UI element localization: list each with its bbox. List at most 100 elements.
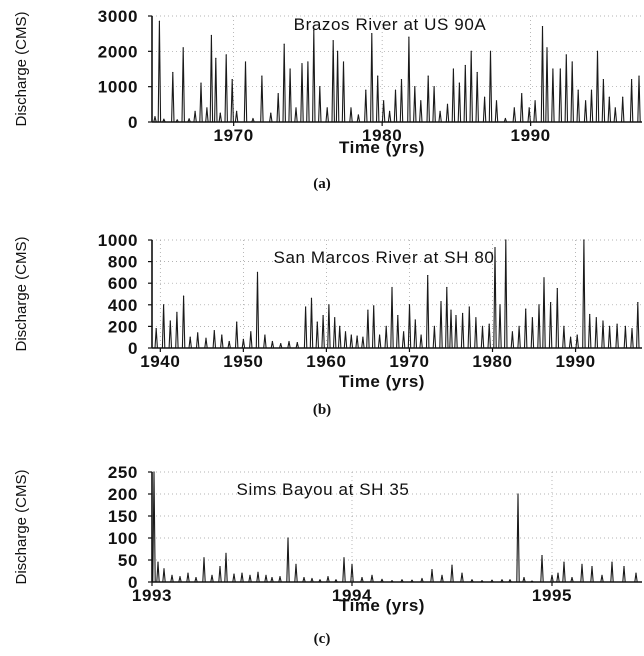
data-point: [394, 89, 397, 91]
data-point: [271, 340, 274, 343]
data-point: [163, 568, 165, 570]
caption-b: (b): [312, 402, 332, 418]
data-point: [211, 574, 213, 576]
data-point: [270, 112, 272, 114]
y-axis-label: Discharge (CMS): [13, 469, 30, 584]
data-point: [595, 317, 597, 319]
data-point: [367, 309, 369, 311]
data-point: [577, 89, 579, 91]
data-point: [337, 50, 339, 52]
data-point: [631, 79, 633, 81]
data-point: [590, 89, 593, 91]
data-point: [517, 493, 519, 495]
data-point: [495, 100, 498, 102]
data-point: [283, 43, 285, 45]
data-point: [339, 325, 341, 327]
data-point: [528, 107, 530, 109]
chart-panel-c: 0 50 100 150 200 250 1993 1994 1995 Sims Bayou at…: [0, 458, 644, 638]
data-point: [287, 537, 289, 539]
data-point: [511, 331, 514, 333]
data-point: [265, 574, 267, 576]
data-point: [289, 68, 291, 70]
data-point: [313, 29, 315, 31]
data-point: [420, 100, 422, 102]
y-tick-label: 2000: [98, 42, 138, 61]
data-point: [257, 571, 259, 573]
data-point: [305, 306, 307, 308]
data-point: [509, 579, 511, 581]
data-point: [541, 555, 543, 557]
data-point: [614, 107, 616, 109]
data-point: [319, 86, 321, 88]
data-point: [301, 63, 303, 65]
x-tick-label: 1980: [472, 352, 512, 371]
data-point: [381, 578, 383, 580]
data-point: [311, 577, 313, 580]
y-axis-label: Discharge (CMS): [13, 236, 30, 351]
y-tick-label: 200: [108, 317, 138, 336]
data-point: [470, 50, 472, 52]
data-point: [163, 118, 165, 120]
data-point: [244, 61, 247, 63]
x-tick-label: 1970: [389, 352, 429, 371]
data-point: [433, 86, 435, 88]
data-point: [494, 246, 496, 249]
data-point: [295, 563, 297, 565]
y-axis-label: Discharge (CMS): [13, 11, 30, 126]
data-point: [571, 577, 573, 579]
data-point: [609, 325, 611, 327]
data-point: [158, 20, 161, 22]
data-point: [501, 579, 503, 581]
data-point: [264, 334, 266, 336]
y-tick-label: 0: [128, 573, 138, 592]
data-point: [461, 572, 463, 574]
data-point: [361, 577, 363, 579]
data-point: [197, 332, 199, 334]
data-point: [638, 75, 640, 77]
x-tick-label: 1993: [132, 586, 172, 605]
data-point: [205, 337, 207, 339]
chart-title: Brazos River at US 90A: [294, 15, 487, 34]
data-point: [356, 335, 358, 337]
data-point: [551, 574, 553, 576]
x-axis-label: Time (yrs): [339, 372, 425, 391]
data-point: [221, 334, 223, 336]
series-line-0: [152, 20, 642, 123]
data-point: [591, 566, 593, 568]
data-point: [571, 61, 573, 63]
data-point: [565, 54, 567, 56]
data-point: [563, 561, 565, 563]
caption-c: (c): [313, 631, 331, 647]
data-point: [611, 561, 613, 563]
data-point: [400, 79, 403, 81]
data-point: [631, 327, 633, 330]
data-point: [371, 574, 373, 576]
data-point: [541, 26, 544, 28]
data-point: [219, 566, 221, 568]
data-point: [179, 576, 181, 578]
data-point: [154, 116, 156, 118]
data-point: [504, 117, 506, 120]
data-point: [576, 334, 578, 336]
data-point: [163, 304, 165, 306]
data-point: [231, 79, 233, 81]
data-point: [371, 33, 373, 35]
y-tick-label: 200: [108, 485, 138, 504]
x-tick-label: 1970: [214, 126, 254, 145]
data-point: [343, 557, 345, 559]
data-point: [391, 580, 393, 582]
data-point: [377, 75, 379, 77]
data-point: [602, 79, 604, 81]
data-point: [327, 576, 329, 578]
data-point: [440, 300, 442, 303]
data-point: [383, 100, 385, 102]
data-point: [373, 305, 375, 307]
data-point: [475, 317, 477, 319]
data-point: [194, 110, 196, 112]
data-point: [319, 579, 321, 581]
data-point: [538, 304, 540, 306]
chart-title: Sims Bayou at SH 35: [237, 480, 410, 499]
y-tick-label: 1000: [98, 231, 138, 250]
caption-a: (a): [313, 176, 331, 192]
data-point: [189, 336, 191, 338]
